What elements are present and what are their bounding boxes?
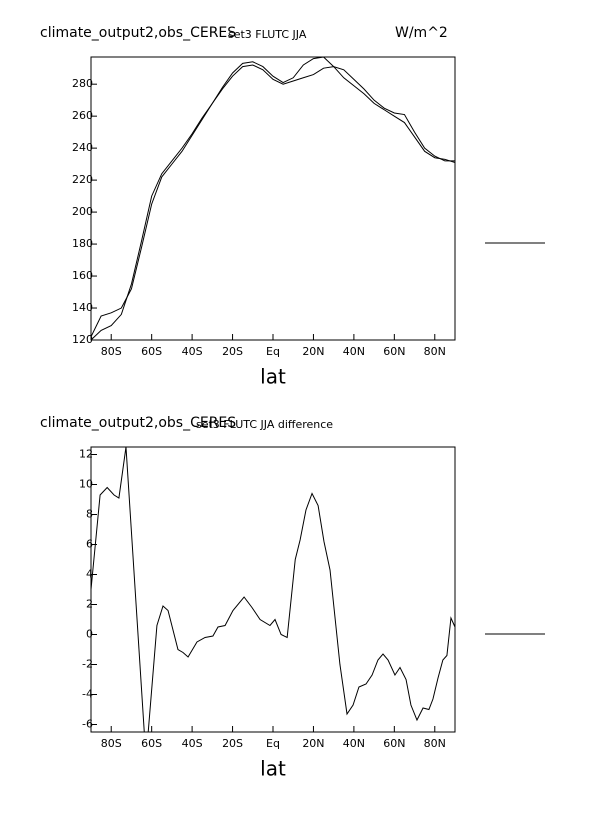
x-tick-label: 80N <box>424 737 446 750</box>
data-line <box>91 57 455 338</box>
x-tick-label: 60N <box>383 345 405 358</box>
x-tick-label: 40N <box>343 737 365 750</box>
y-tick-label: 6 <box>86 538 93 551</box>
data-line <box>91 447 455 732</box>
x-tick-label: 80N <box>424 345 446 358</box>
units: W/m^2 <box>395 25 448 41</box>
plot-area <box>91 447 455 732</box>
y-tick-label: 140 <box>72 301 93 314</box>
y-tick-label: 160 <box>72 269 93 282</box>
x-tick-label: 40S <box>182 737 203 750</box>
chart-subtitle: set3 FLUTC JJA difference <box>196 418 333 431</box>
y-tick-label: -2 <box>82 658 93 671</box>
plot-frame <box>90 446 456 733</box>
chart-title: climate_output2,obs_CERES <box>40 415 236 431</box>
plot-frame <box>90 56 456 341</box>
y-tick-label: 12 <box>79 448 93 461</box>
y-tick-label: 4 <box>86 568 93 581</box>
chart-title: climate_output2,obs_CERES <box>40 25 236 41</box>
x-axis-label: lat <box>260 757 286 781</box>
x-tick-label: Eq <box>266 737 280 750</box>
y-tick-label: 220 <box>72 173 93 186</box>
chart-subtitle: set3 FLUTC JJA <box>228 28 307 41</box>
x-tick-label: 20S <box>222 345 243 358</box>
plot-area <box>91 57 455 340</box>
y-tick-label: -4 <box>82 688 93 701</box>
x-tick-label: 60N <box>383 737 405 750</box>
y-tick-label: 2 <box>86 598 93 611</box>
y-tick-label: 8 <box>86 508 93 521</box>
y-tick-label: -6 <box>82 718 93 731</box>
x-tick-label: 20S <box>222 737 243 750</box>
y-tick-label: 260 <box>72 109 93 122</box>
x-tick-label: 40S <box>182 345 203 358</box>
x-tick-label: 60S <box>141 345 162 358</box>
x-tick-label: 80S <box>101 737 122 750</box>
x-tick-label: 20N <box>302 345 324 358</box>
y-tick-label: 0 <box>86 628 93 641</box>
y-tick-label: 10 <box>79 478 93 491</box>
x-tick-label: 80S <box>101 345 122 358</box>
x-tick-label: 40N <box>343 345 365 358</box>
y-tick-label: 240 <box>72 141 93 154</box>
y-tick-label: 180 <box>72 237 93 250</box>
y-tick-label: 200 <box>72 205 93 218</box>
y-tick-label: 280 <box>72 77 93 90</box>
x-axis-label: lat <box>260 365 286 389</box>
x-tick-label: Eq <box>266 345 280 358</box>
x-tick-label: 20N <box>302 737 324 750</box>
y-tick-label: 120 <box>72 333 93 346</box>
data-line <box>91 64 455 340</box>
x-tick-label: 60S <box>141 737 162 750</box>
